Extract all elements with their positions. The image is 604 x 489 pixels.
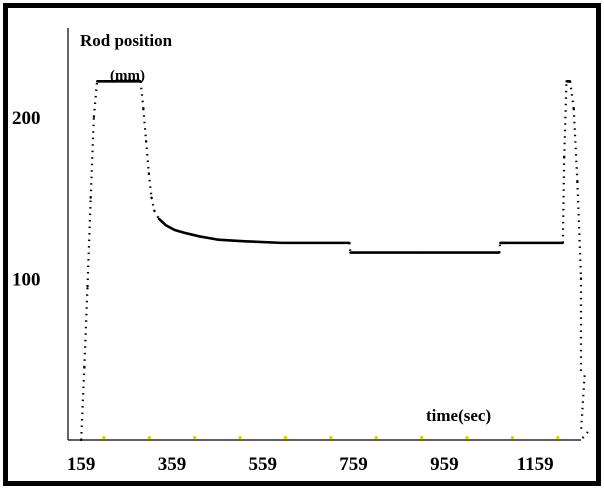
x-tick-label: 1159 [517,454,554,475]
x-minor-tick [283,436,287,439]
x-tick-label: 359 [158,454,187,475]
series-segment [199,235,219,241]
series-segment [164,223,176,232]
data-point [569,80,572,83]
chart-frame: 159 359 559 759 959 1159 100 200 Rod position (… [3,3,601,486]
series-segment [217,238,246,243]
data-point [316,241,319,244]
x-tick-label: 559 [249,454,278,475]
data-point [147,172,150,175]
data-point [80,438,83,442]
series-segment [174,228,187,235]
data-point [92,115,95,118]
chart-tick-labels: 159 359 559 759 959 1159 100 200 [12,108,554,475]
y-axis-label: Rod position [80,31,173,50]
data-point [572,107,575,110]
data-point [504,241,508,244]
x-tick-label: 959 [430,454,459,475]
data-point [83,366,86,369]
data-point [499,241,502,244]
series-segment [563,81,568,158]
x-minor-tick [465,436,469,439]
data-point [579,277,583,280]
series-segment [86,197,92,287]
data-point [86,285,89,288]
data-point [164,224,167,227]
series-segment [139,81,145,109]
series-1 [80,80,589,442]
series-segment [569,81,575,109]
series-segment [144,141,150,174]
data-point [416,251,419,254]
data-point [144,139,148,143]
x-minor-tick [193,436,197,439]
chart-minor-ticks [102,436,560,439]
data-point [349,251,352,254]
data-point [561,241,564,244]
y-tick-label: 100 [12,269,41,290]
series-segment [348,242,352,253]
series-segment [498,242,502,253]
data-point [95,80,99,83]
series-segment [153,210,160,220]
series-segment [92,81,99,117]
y-axis-unit: (mm) [110,68,145,84]
x-minor-tick [238,436,242,439]
data-point [139,80,142,83]
data-point [157,217,160,220]
series-segment [576,181,583,279]
x-axis-label: time(sec) [426,406,491,425]
x-minor-tick [374,436,378,439]
series-segment [142,108,148,142]
data-point [142,107,145,110]
chart-series-layer [80,80,589,442]
chart-plot: 159 359 559 759 959 1159 100 200 Rod position (… [12,28,589,475]
data-point [216,238,219,241]
data-point [498,251,501,254]
x-minor-tick [329,436,333,439]
series-segment [157,217,167,227]
series-segment [147,173,153,198]
x-minor-tick [510,436,514,439]
x-minor-tick [147,436,151,439]
series-segment [561,157,566,243]
data-point [153,209,156,212]
data-point [89,196,92,199]
data-point [173,228,176,232]
x-minor-tick [102,436,106,439]
y-tick-label: 200 [12,108,41,129]
data-point [184,232,188,235]
data-point [150,196,153,199]
data-point [348,241,351,244]
chart-axes [67,28,581,441]
series-segment [579,375,586,432]
x-minor-tick [420,436,424,439]
series-segment [150,197,156,211]
data-point [576,180,579,183]
series-segment [89,116,95,198]
series-segment [244,239,282,245]
data-point [198,235,201,238]
series-segment [80,367,86,441]
series-segment [572,108,579,182]
x-tick-label: 759 [339,454,368,475]
x-tick-label: 159 [67,454,96,475]
x-minor-tick [556,436,560,439]
data-point [563,156,566,159]
series-segment [185,231,200,238]
data-point [352,251,356,254]
data-point [243,240,247,243]
data-point [565,80,568,83]
series-segment [83,286,89,368]
data-point [280,241,283,244]
series-segment [580,431,589,441]
